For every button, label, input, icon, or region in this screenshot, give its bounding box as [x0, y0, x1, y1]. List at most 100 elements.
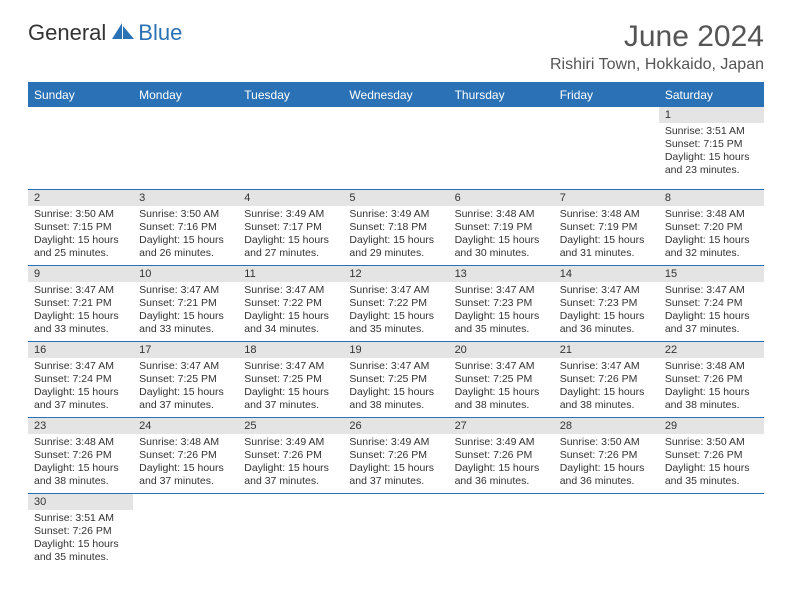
- day-header: Tuesday: [238, 83, 343, 108]
- calendar-cell: 27Sunrise: 3:49 AMSunset: 7:26 PMDayligh…: [449, 417, 554, 493]
- calendar-cell: 6Sunrise: 3:48 AMSunset: 7:19 PMDaylight…: [449, 189, 554, 265]
- day-body: Sunrise: 3:47 AMSunset: 7:25 PMDaylight:…: [238, 358, 343, 417]
- logo: General Blue: [28, 20, 182, 46]
- calendar-cell: 29Sunrise: 3:50 AMSunset: 7:26 PMDayligh…: [659, 417, 764, 493]
- day-number: 12: [343, 266, 448, 282]
- day-number: 22: [659, 342, 764, 358]
- calendar-cell: [343, 107, 448, 189]
- calendar-cell: 2Sunrise: 3:50 AMSunset: 7:15 PMDaylight…: [28, 189, 133, 265]
- day-body: Sunrise: 3:47 AMSunset: 7:21 PMDaylight:…: [28, 282, 133, 341]
- title-block: June 2024 Rishiri Town, Hokkaido, Japan: [550, 20, 764, 74]
- calendar-cell: 26Sunrise: 3:49 AMSunset: 7:26 PMDayligh…: [343, 417, 448, 493]
- day-number: 8: [659, 190, 764, 206]
- day-body: Sunrise: 3:49 AMSunset: 7:18 PMDaylight:…: [343, 206, 448, 265]
- day-header: Thursday: [449, 83, 554, 108]
- calendar-cell: 11Sunrise: 3:47 AMSunset: 7:22 PMDayligh…: [238, 265, 343, 341]
- location: Rishiri Town, Hokkaido, Japan: [550, 56, 764, 74]
- day-body: Sunrise: 3:50 AMSunset: 7:15 PMDaylight:…: [28, 206, 133, 265]
- day-body: Sunrise: 3:47 AMSunset: 7:26 PMDaylight:…: [554, 358, 659, 417]
- calendar-cell: [238, 493, 343, 569]
- day-number: 7: [554, 190, 659, 206]
- day-body: Sunrise: 3:47 AMSunset: 7:23 PMDaylight:…: [449, 282, 554, 341]
- calendar-cell: 1Sunrise: 3:51 AMSunset: 7:15 PMDaylight…: [659, 107, 764, 189]
- calendar-cell: [554, 107, 659, 189]
- calendar-cell: 22Sunrise: 3:48 AMSunset: 7:26 PMDayligh…: [659, 341, 764, 417]
- day-body: Sunrise: 3:48 AMSunset: 7:26 PMDaylight:…: [133, 434, 238, 493]
- day-number: 14: [554, 266, 659, 282]
- day-number: 28: [554, 418, 659, 434]
- day-body: Sunrise: 3:48 AMSunset: 7:19 PMDaylight:…: [554, 206, 659, 265]
- calendar-cell: [449, 107, 554, 189]
- day-header-row: SundayMondayTuesdayWednesdayThursdayFrid…: [28, 83, 764, 108]
- day-body: Sunrise: 3:47 AMSunset: 7:24 PMDaylight:…: [659, 282, 764, 341]
- day-body: Sunrise: 3:47 AMSunset: 7:23 PMDaylight:…: [554, 282, 659, 341]
- calendar-cell: 19Sunrise: 3:47 AMSunset: 7:25 PMDayligh…: [343, 341, 448, 417]
- calendar-cell: 20Sunrise: 3:47 AMSunset: 7:25 PMDayligh…: [449, 341, 554, 417]
- day-body: Sunrise: 3:49 AMSunset: 7:26 PMDaylight:…: [343, 434, 448, 493]
- calendar-cell: [28, 107, 133, 189]
- day-number: 16: [28, 342, 133, 358]
- day-body: Sunrise: 3:47 AMSunset: 7:21 PMDaylight:…: [133, 282, 238, 341]
- calendar-week: 16Sunrise: 3:47 AMSunset: 7:24 PMDayligh…: [28, 341, 764, 417]
- sail-icon: [110, 21, 136, 46]
- calendar-cell: 9Sunrise: 3:47 AMSunset: 7:21 PMDaylight…: [28, 265, 133, 341]
- calendar-week: 30Sunrise: 3:51 AMSunset: 7:26 PMDayligh…: [28, 493, 764, 569]
- calendar-week: 23Sunrise: 3:48 AMSunset: 7:26 PMDayligh…: [28, 417, 764, 493]
- day-header: Friday: [554, 83, 659, 108]
- day-number: 2: [28, 190, 133, 206]
- day-header: Wednesday: [343, 83, 448, 108]
- day-number: 29: [659, 418, 764, 434]
- day-body: Sunrise: 3:49 AMSunset: 7:17 PMDaylight:…: [238, 206, 343, 265]
- calendar-cell: 17Sunrise: 3:47 AMSunset: 7:25 PMDayligh…: [133, 341, 238, 417]
- calendar-cell: [659, 493, 764, 569]
- day-number: 5: [343, 190, 448, 206]
- day-number: 1: [659, 107, 764, 123]
- calendar-cell: 3Sunrise: 3:50 AMSunset: 7:16 PMDaylight…: [133, 189, 238, 265]
- day-body: Sunrise: 3:49 AMSunset: 7:26 PMDaylight:…: [449, 434, 554, 493]
- day-number: 20: [449, 342, 554, 358]
- day-number: 30: [28, 494, 133, 510]
- calendar-cell: [343, 493, 448, 569]
- day-number: 10: [133, 266, 238, 282]
- calendar-cell: 5Sunrise: 3:49 AMSunset: 7:18 PMDaylight…: [343, 189, 448, 265]
- day-body: Sunrise: 3:48 AMSunset: 7:19 PMDaylight:…: [449, 206, 554, 265]
- day-number: 13: [449, 266, 554, 282]
- day-number: 25: [238, 418, 343, 434]
- calendar-cell: 16Sunrise: 3:47 AMSunset: 7:24 PMDayligh…: [28, 341, 133, 417]
- calendar-cell: 10Sunrise: 3:47 AMSunset: 7:21 PMDayligh…: [133, 265, 238, 341]
- calendar-cell: 28Sunrise: 3:50 AMSunset: 7:26 PMDayligh…: [554, 417, 659, 493]
- day-body: Sunrise: 3:47 AMSunset: 7:22 PMDaylight:…: [343, 282, 448, 341]
- day-number: 3: [133, 190, 238, 206]
- day-number: 4: [238, 190, 343, 206]
- logo-text-general: General: [28, 20, 106, 46]
- day-number: 9: [28, 266, 133, 282]
- calendar-cell: 4Sunrise: 3:49 AMSunset: 7:17 PMDaylight…: [238, 189, 343, 265]
- day-body: Sunrise: 3:48 AMSunset: 7:20 PMDaylight:…: [659, 206, 764, 265]
- header: General Blue June 2024 Rishiri Town, Hok…: [28, 20, 764, 74]
- logo-text-blue: Blue: [138, 20, 182, 46]
- month-title: June 2024: [550, 20, 764, 54]
- calendar-cell: 14Sunrise: 3:47 AMSunset: 7:23 PMDayligh…: [554, 265, 659, 341]
- day-body: Sunrise: 3:50 AMSunset: 7:26 PMDaylight:…: [554, 434, 659, 493]
- calendar-cell: 13Sunrise: 3:47 AMSunset: 7:23 PMDayligh…: [449, 265, 554, 341]
- day-number: 17: [133, 342, 238, 358]
- calendar-cell: 12Sunrise: 3:47 AMSunset: 7:22 PMDayligh…: [343, 265, 448, 341]
- calendar-cell: 25Sunrise: 3:49 AMSunset: 7:26 PMDayligh…: [238, 417, 343, 493]
- calendar-cell: 15Sunrise: 3:47 AMSunset: 7:24 PMDayligh…: [659, 265, 764, 341]
- calendar-cell: 30Sunrise: 3:51 AMSunset: 7:26 PMDayligh…: [28, 493, 133, 569]
- calendar-cell: [238, 107, 343, 189]
- day-body: Sunrise: 3:49 AMSunset: 7:26 PMDaylight:…: [238, 434, 343, 493]
- calendar-week: 1Sunrise: 3:51 AMSunset: 7:15 PMDaylight…: [28, 107, 764, 189]
- day-header: Sunday: [28, 83, 133, 108]
- calendar-body: 1Sunrise: 3:51 AMSunset: 7:15 PMDaylight…: [28, 107, 764, 569]
- calendar-cell: 18Sunrise: 3:47 AMSunset: 7:25 PMDayligh…: [238, 341, 343, 417]
- day-number: 6: [449, 190, 554, 206]
- day-number: 23: [28, 418, 133, 434]
- calendar-cell: 23Sunrise: 3:48 AMSunset: 7:26 PMDayligh…: [28, 417, 133, 493]
- day-body: Sunrise: 3:48 AMSunset: 7:26 PMDaylight:…: [28, 434, 133, 493]
- calendar-cell: [554, 493, 659, 569]
- day-body: Sunrise: 3:47 AMSunset: 7:25 PMDaylight:…: [449, 358, 554, 417]
- day-number: 24: [133, 418, 238, 434]
- day-number: 11: [238, 266, 343, 282]
- day-body: Sunrise: 3:51 AMSunset: 7:15 PMDaylight:…: [659, 123, 764, 182]
